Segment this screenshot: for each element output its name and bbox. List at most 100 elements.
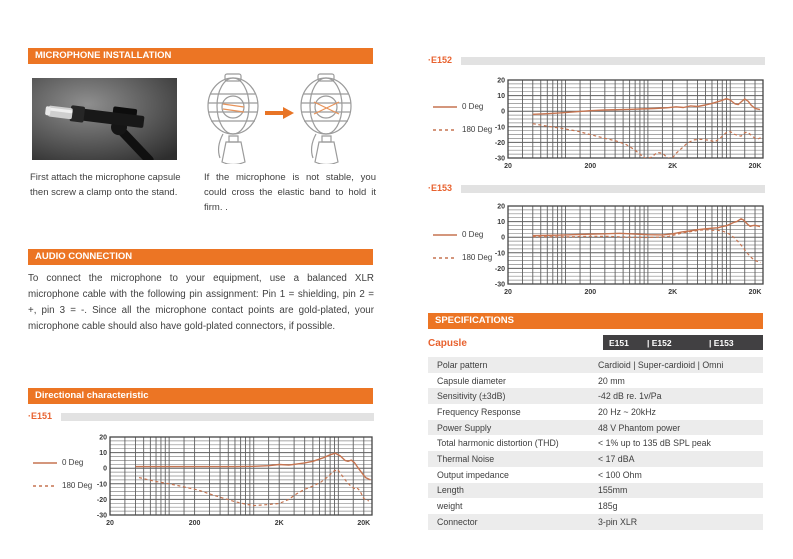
- x-tick-label: 200: [584, 289, 596, 296]
- caption-install-right: If the microphone is not stable, you cou…: [204, 172, 376, 213]
- series-180-deg: [138, 468, 370, 507]
- x-tick-label: 2K: [668, 163, 677, 170]
- spec-value: 3-pin XLR: [598, 516, 638, 527]
- table-row: Length 155mm: [428, 482, 763, 499]
- table-row: Capsule diameter 20 mm: [428, 373, 763, 389]
- spec-value: 155mm: [598, 485, 628, 496]
- chart-e151: ·E151 0 Deg 180 Deg 20 10 0 -10 -20 -30 20 200 2K…: [28, 411, 374, 533]
- legend-label: 180 Deg: [462, 253, 493, 262]
- x-tick-label: 2K: [275, 520, 284, 527]
- chart-e153-legend: 0 Deg 180 Deg: [432, 229, 492, 275]
- spec-label: Frequency Response: [437, 406, 521, 417]
- series-180-deg: [532, 123, 762, 158]
- caption-install-left: First attach the microphone capsule then…: [30, 172, 181, 198]
- chart-e153-label-bar: [461, 184, 765, 193]
- table-row: Polar pattern Cardioid | Super-cardioid …: [428, 357, 763, 373]
- spec-label: weight: [437, 501, 463, 512]
- y-tick-label: -10: [495, 250, 505, 257]
- table-row: Total harmonic distortion (THD) < 1% up …: [428, 435, 763, 451]
- arrow-right-icon: [265, 107, 294, 119]
- audio-connection-paragraph: To connect the microphone to your equipm…: [28, 273, 374, 332]
- chart-e151-legend: 0 Deg 180 Deg: [32, 457, 92, 503]
- x-tick-label: 20: [504, 163, 512, 170]
- x-tick-label: 20: [106, 520, 114, 527]
- legend-label: 180 Deg: [462, 125, 493, 134]
- shock-mount-right: [300, 73, 352, 164]
- y-tick-label: 10: [497, 219, 505, 226]
- shock-mount-left: [207, 73, 259, 164]
- legend-label: 0 Deg: [462, 102, 484, 111]
- spec-label: Connector: [437, 516, 478, 527]
- series-0-deg: [532, 98, 761, 115]
- y-tick-label: 20: [99, 435, 107, 442]
- y-tick-label: 10: [99, 450, 107, 457]
- x-tick-label: 200: [584, 163, 596, 170]
- spec-label: Capsule diameter: [437, 375, 506, 386]
- y-tick-label: -20: [495, 266, 505, 273]
- chart-e152-label-row: ·E152: [428, 55, 765, 65]
- chart-e152: ·E152 0 Deg 180 Deg 20 10 0 -10 -20 -30 20 200 2K…: [428, 55, 765, 177]
- legend-label: 0 Deg: [62, 458, 84, 467]
- chart-e152-label-bar: [461, 56, 765, 65]
- x-tick-label: 20: [504, 289, 512, 296]
- spec-label: Thermal Noise: [437, 453, 495, 464]
- section-header-microphone-installation: MICROPHONE INSTALLATION: [28, 48, 373, 64]
- table-row: Thermal Noise < 17 dBA: [428, 451, 763, 467]
- model-e153: | E153: [709, 337, 734, 348]
- spec-value: 20 mm: [598, 375, 625, 386]
- table-row: Power Supply 48 V Phantom power: [428, 419, 763, 436]
- capsule-header-row: Capusle E151 | E152 | E153: [428, 335, 763, 351]
- legend-item-dashed: 180 Deg: [32, 480, 92, 491]
- spec-value: < 1% up to 135 dB SPL peak: [598, 438, 711, 449]
- shock-mount-diagram: [207, 73, 352, 164]
- solid-line-icon: [33, 461, 57, 464]
- chart-e151-label-bar: [61, 412, 374, 421]
- table-row: Sensitivity (±3dB) -42 dB re. 1v/Pa: [428, 388, 763, 405]
- y-tick-label: 20: [497, 78, 505, 85]
- spec-value: < 17 dBA: [598, 453, 635, 464]
- x-tick-label: 20K: [749, 163, 762, 170]
- spec-table: Polar pattern Cardioid | Super-cardioid …: [428, 357, 763, 530]
- series-0-deg: [135, 452, 371, 481]
- table-row: Frequency Response 20 Hz ~ 20kHz: [428, 404, 763, 420]
- spec-value: 20 Hz ~ 20kHz: [598, 406, 656, 417]
- y-tick-label: -30: [495, 282, 505, 289]
- spec-value: 48 V Phantom power: [598, 422, 681, 433]
- chart-e153: ·E153 0 Deg 180 Deg 20 10 0 -10 -20 -30 20 200 2K…: [428, 183, 765, 305]
- spec-label: Sensitivity (±3dB): [437, 391, 506, 402]
- solid-line-icon: [433, 233, 457, 236]
- x-tick-label: 20K: [749, 289, 762, 296]
- y-tick-label: 10: [497, 93, 505, 100]
- section-header-specifications: SPECIFICATIONS: [428, 313, 763, 329]
- spec-label: Power Supply: [437, 422, 492, 433]
- section-header-directional-characteristic: Directional characteristic: [28, 388, 373, 404]
- model-separator: |: [647, 337, 652, 348]
- series-0-deg: [532, 218, 761, 237]
- legend-item-dashed: 180 Deg: [432, 124, 492, 135]
- solid-line-icon: [433, 105, 457, 108]
- chart-e153-label-row: ·E153: [428, 183, 765, 193]
- y-tick-label: 0: [501, 109, 505, 116]
- chart-e151-label: ·E151: [28, 411, 53, 421]
- dashed-line-icon: [433, 256, 457, 259]
- legend-label: 180 Deg: [62, 481, 93, 490]
- legend-item-solid: 0 Deg: [432, 229, 492, 240]
- chart-e153-label: ·E153: [428, 183, 453, 193]
- chart-e152-label: ·E152: [428, 55, 453, 65]
- spec-label: Length: [437, 485, 464, 496]
- y-tick-label: -10: [97, 481, 107, 488]
- x-tick-label: 2K: [668, 289, 677, 296]
- legend-label: 0 Deg: [462, 230, 484, 239]
- x-tick-label: 20K: [357, 520, 370, 527]
- y-tick-label: -10: [495, 124, 505, 131]
- models-header-bar: E151 | E152 | E153: [603, 335, 763, 350]
- spec-value: Cardioid | Super-cardioid | Omni: [598, 359, 724, 370]
- series-180-deg: [532, 229, 761, 264]
- spec-label: Output impedance: [437, 469, 509, 480]
- legend-item-dashed: 180 Deg: [432, 252, 492, 263]
- table-row: weight 185g: [428, 498, 763, 514]
- dashed-line-icon: [433, 128, 457, 131]
- spec-value: 185g: [598, 501, 618, 512]
